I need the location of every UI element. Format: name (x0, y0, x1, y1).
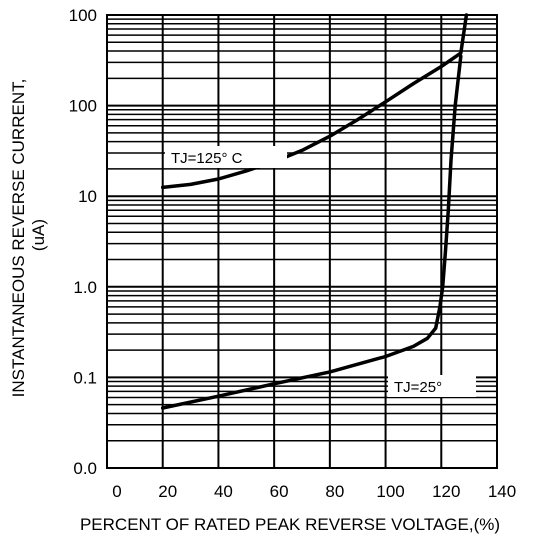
x-tick-label: 40 (214, 482, 233, 501)
series-line-tj25 (160, 54, 463, 410)
y-axis-unit: (uA) (29, 219, 48, 251)
annotation-background (388, 375, 476, 397)
series-line-tj125 (160, 13, 469, 190)
y-tick-label: 1.0 (73, 278, 97, 297)
x-tick-label: 120 (432, 482, 460, 501)
annotation-background (165, 146, 287, 168)
x-axis-title: PERCENT OF RATED PEAK REVERSE VOLTAGE,(%… (80, 515, 500, 534)
x-tick-label: 100 (376, 482, 404, 501)
y-axis-title: INSTANTANEOUS REVERSE CURRENT, (9, 79, 28, 398)
y-tick-label: 0.1 (73, 368, 97, 387)
x-tick-label: 0 (112, 482, 121, 501)
series-layer (160, 13, 469, 410)
y-tick-label: 10 (78, 187, 97, 206)
y-tick-label: 100 (69, 6, 97, 25)
x-tick-label: 20 (158, 482, 177, 501)
y-tick-label: 0.0 (73, 459, 97, 478)
label-layer: 0 20 40 60 80 100 120 140 0.0 0.1 1.0 10 100 100 TJ=12… (69, 6, 517, 501)
x-tick-label: 140 (488, 482, 516, 501)
x-tick-label: 80 (325, 482, 344, 501)
series-label-tj125: TJ=125° C (171, 150, 243, 167)
series-label-tj25: TJ=25° (394, 379, 442, 396)
plot-frame (106, 14, 498, 469)
x-tick-label: 60 (270, 482, 289, 501)
grid-layer (106, 14, 498, 469)
y-tick-label: 100 (69, 97, 97, 116)
